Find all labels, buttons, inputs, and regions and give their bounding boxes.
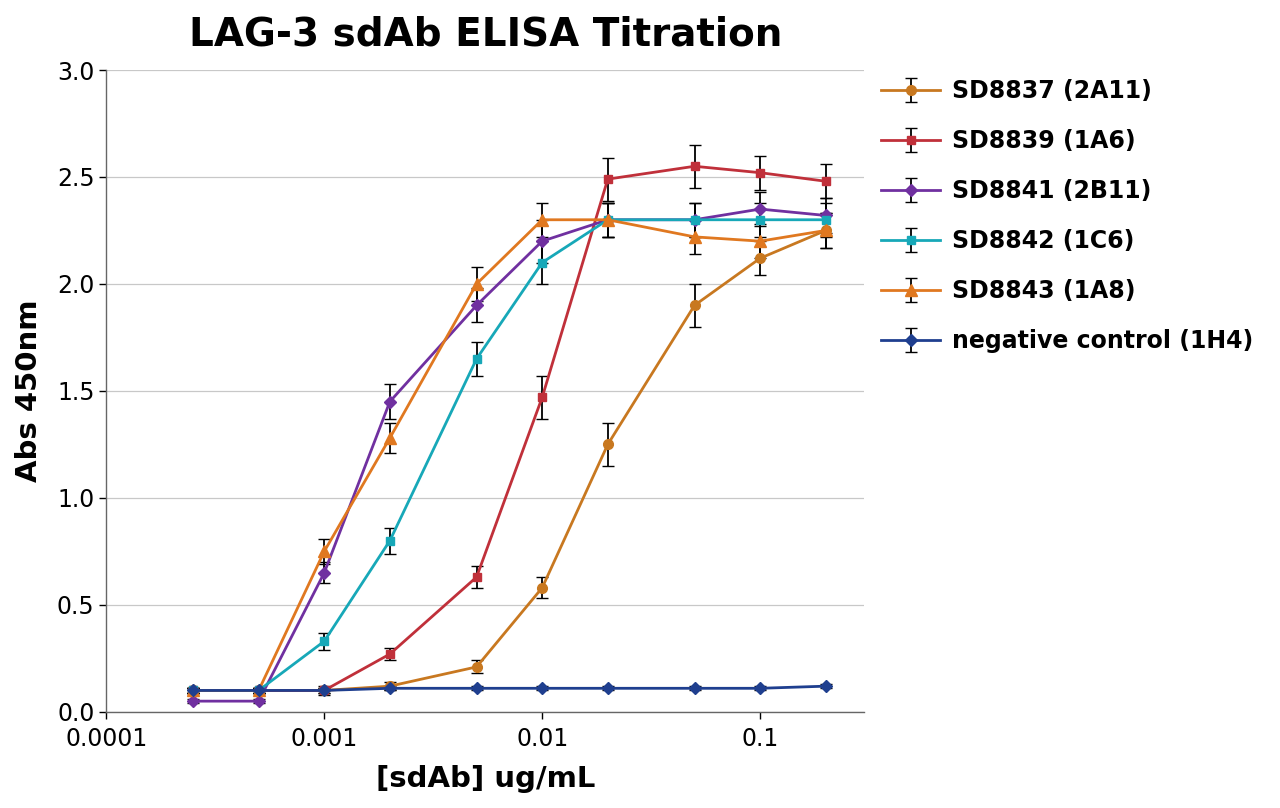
Legend: SD8837 (2A11), SD8839 (1A6), SD8841 (2B11), SD8842 (1C6), SD8843 (1A8), negative: SD8837 (2A11), SD8839 (1A6), SD8841 (2B1… <box>872 70 1262 363</box>
Title: LAG-3 sdAb ELISA Titration: LAG-3 sdAb ELISA Titration <box>188 15 782 53</box>
Y-axis label: Abs 450nm: Abs 450nm <box>15 300 44 482</box>
X-axis label: [sdAb] ug/mL: [sdAb] ug/mL <box>375 765 595 793</box>
